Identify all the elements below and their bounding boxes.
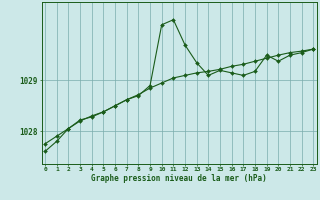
X-axis label: Graphe pression niveau de la mer (hPa): Graphe pression niveau de la mer (hPa)	[91, 174, 267, 183]
